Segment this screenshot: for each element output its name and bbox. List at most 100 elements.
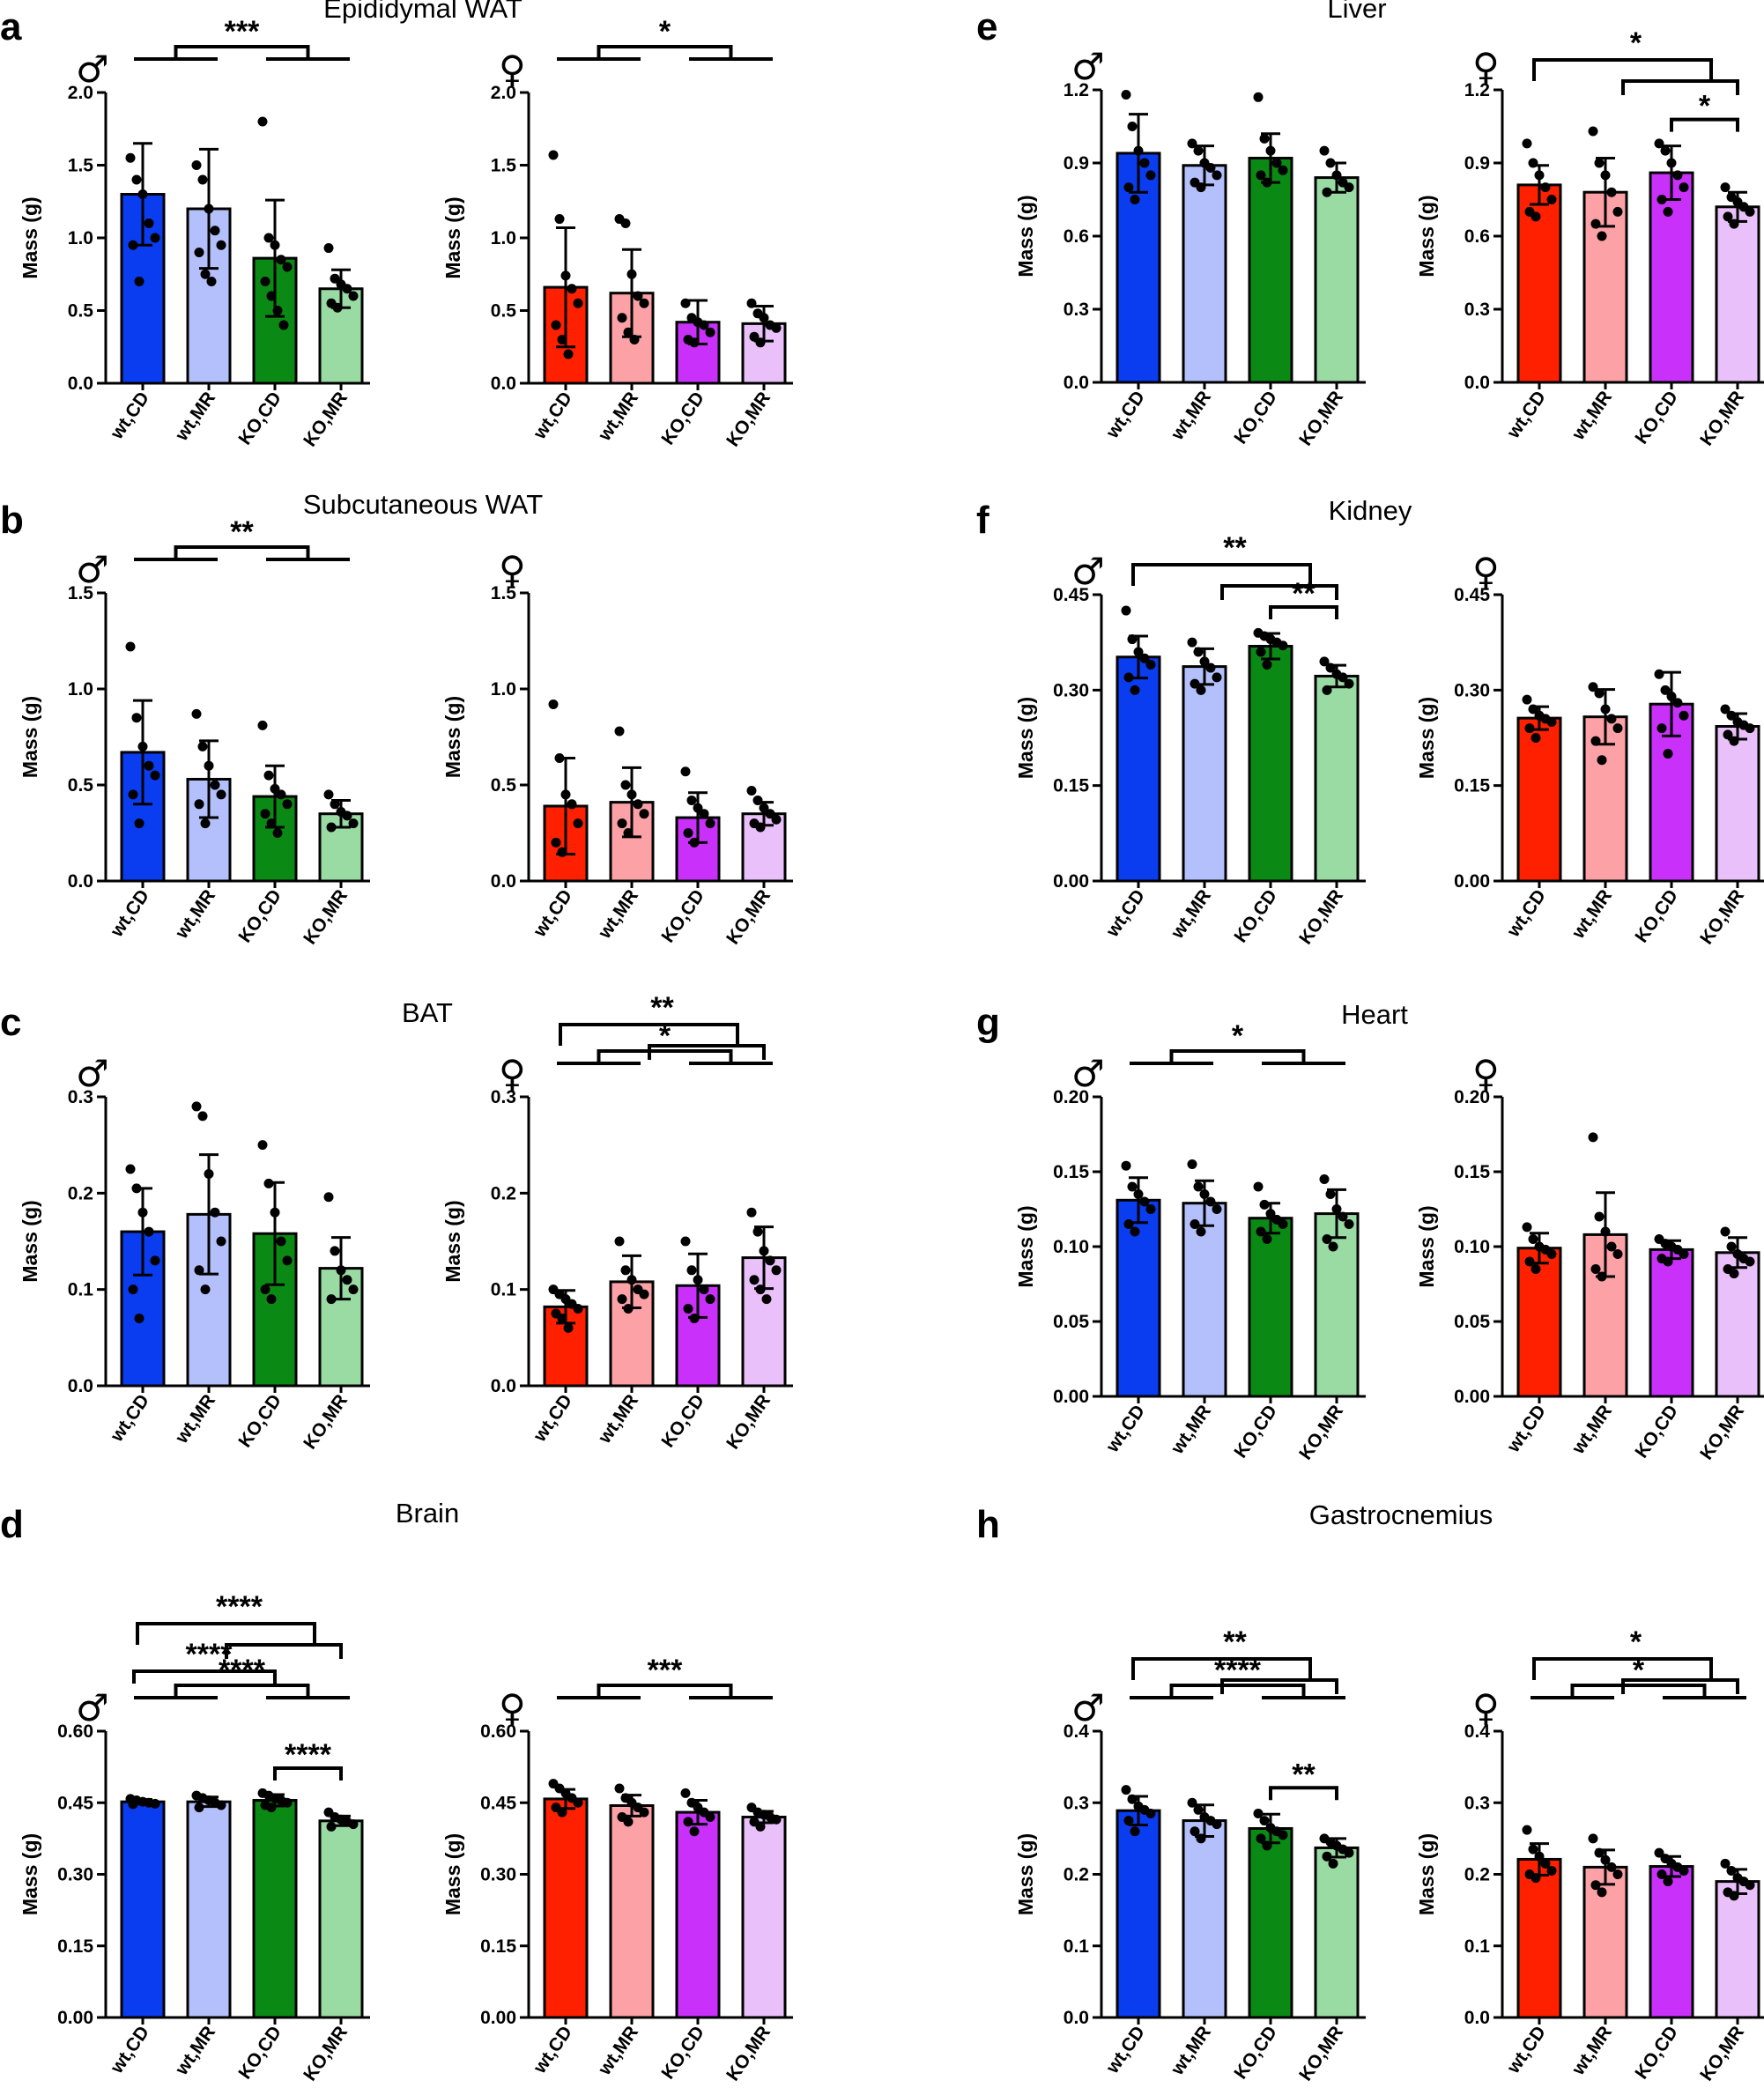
data-point <box>765 809 775 819</box>
data-point <box>1745 1256 1755 1267</box>
data-point <box>323 243 334 254</box>
female-symbol: ♀ <box>1472 1052 1500 1095</box>
y-axis-label: Mass (g) <box>1415 1205 1438 1287</box>
significance-bracket <box>225 1643 315 1659</box>
data-point <box>1588 682 1598 692</box>
panel-title-b: Subcutaneous WAT <box>303 489 543 520</box>
y-axis-label: Mass (g) <box>19 196 41 278</box>
data-point <box>150 770 160 781</box>
significance-bracket <box>1670 117 1739 132</box>
bar-wt,CD <box>1516 1857 1562 2019</box>
data-point <box>1522 138 1532 149</box>
x-tick-label: KO,MR <box>1696 1402 1748 1464</box>
panel-title-e: Liver <box>1327 0 1386 24</box>
data-point <box>705 1294 715 1305</box>
significance-stars: ** <box>1292 1758 1316 1791</box>
bar-KO,MR <box>1715 205 1760 384</box>
data-point <box>200 269 211 279</box>
panel-f-female: 0.00 0.15 0.30 0.45 wt,CD wt,MR KO,CD KO,MR Mass… <box>1415 550 1764 948</box>
y-axis-label: Mass (g) <box>1415 195 1438 277</box>
data-point <box>342 284 352 294</box>
x-tick-label: wt,MR <box>171 1391 219 1448</box>
y-tick-label: 0.5 <box>491 301 517 322</box>
panel-h-male: 0.0 0.1 0.2 0.3 0.4 wt,CD wt,MR KO,CD KO,MR Mass … <box>1014 1625 1366 2084</box>
data-point <box>1344 1219 1354 1229</box>
data-point <box>263 770 274 781</box>
data-point <box>746 298 757 308</box>
data-point <box>639 298 649 308</box>
bar-wt,CD <box>1516 716 1562 883</box>
data-point <box>125 641 136 652</box>
bar-wt,CD <box>1115 655 1161 883</box>
x-tick-label: KO,CD <box>657 389 708 449</box>
x-tick-label: wt,CD <box>530 2023 577 2078</box>
data-point <box>1528 1234 1538 1244</box>
x-tick-label: wt,CD <box>1102 886 1150 942</box>
x-tick-label: wt,MR <box>1167 2023 1215 2080</box>
data-point <box>623 1817 634 1827</box>
data-point <box>1259 133 1270 144</box>
data-point <box>1546 1865 1557 1876</box>
data-point <box>1187 1797 1197 1808</box>
y-tick-label: 0.00 <box>1053 1387 1089 1407</box>
data-point <box>330 273 340 284</box>
y-tick-label: 0.45 <box>480 1793 516 1813</box>
data-point <box>551 320 561 330</box>
data-point <box>1130 1826 1140 1837</box>
data-point <box>1205 663 1216 673</box>
data-point <box>1187 637 1197 648</box>
data-point <box>1679 1865 1689 1876</box>
y-tick-label: 0.30 <box>57 1865 93 1885</box>
x-tick-label: KO,CD <box>234 389 285 449</box>
data-point <box>1212 1204 1222 1214</box>
panel-g-male: 0.00 0.05 0.10 0.15 0.20 wt,CD wt,MR KO,CD KO,MR… <box>1014 1019 1366 1463</box>
y-tick-label: 0.2 <box>68 1183 93 1203</box>
x-tick-label: KO,CD <box>1230 1402 1281 1462</box>
female-symbol: ♀ <box>1472 1686 1500 1729</box>
data-point <box>1193 1181 1204 1192</box>
x-tick-label: KO,CD <box>1631 1402 1682 1462</box>
panel-a-female: 0.0 0.5 1.0 1.5 2.0 wt,CD wt,MR KO,CD KO,MR Mass … <box>441 15 793 450</box>
y-tick-label: 0.15 <box>1454 1162 1490 1182</box>
data-point <box>1145 659 1156 670</box>
data-point <box>1262 659 1272 670</box>
data-point <box>1723 729 1733 740</box>
data-point <box>573 298 583 308</box>
data-point <box>197 174 208 185</box>
data-point <box>200 1284 211 1295</box>
y-tick-label: 0.3 <box>1464 1793 1490 1813</box>
data-point <box>1328 1241 1338 1252</box>
data-point <box>125 152 136 163</box>
data-point <box>1278 640 1288 651</box>
data-point <box>554 214 565 225</box>
x-tick-label: wt,MR <box>171 2023 219 2080</box>
y-tick-label: 0.3 <box>1464 300 1490 320</box>
data-point <box>1588 126 1598 137</box>
y-tick-label: 0.60 <box>57 1721 93 1742</box>
x-tick-label: KO,MR <box>300 886 352 949</box>
y-tick-label: 0.45 <box>1053 585 1089 605</box>
data-point <box>1205 163 1216 174</box>
data-point <box>567 799 577 810</box>
data-point <box>1540 182 1551 193</box>
data-point <box>749 331 760 342</box>
data-point <box>134 818 145 829</box>
y-tick-label: 2.0 <box>68 83 93 103</box>
data-point <box>699 320 709 330</box>
data-point <box>1338 672 1348 683</box>
data-point <box>699 809 709 819</box>
data-point <box>197 741 208 751</box>
data-point <box>567 284 577 294</box>
significance-bracket <box>1169 1049 1306 1063</box>
x-tick-label: wt,MR <box>594 1391 642 1448</box>
data-point <box>1660 685 1671 695</box>
data-point <box>1720 1226 1731 1237</box>
data-point <box>1278 1219 1288 1229</box>
data-point <box>1212 672 1222 683</box>
x-tick-label: wt,CD <box>530 886 577 942</box>
data-point <box>771 322 782 333</box>
male-symbol: ♂ <box>1071 1052 1105 1095</box>
data-point <box>1193 1804 1204 1815</box>
data-point <box>1196 1226 1206 1237</box>
bar-wt,MR <box>609 1804 655 2019</box>
